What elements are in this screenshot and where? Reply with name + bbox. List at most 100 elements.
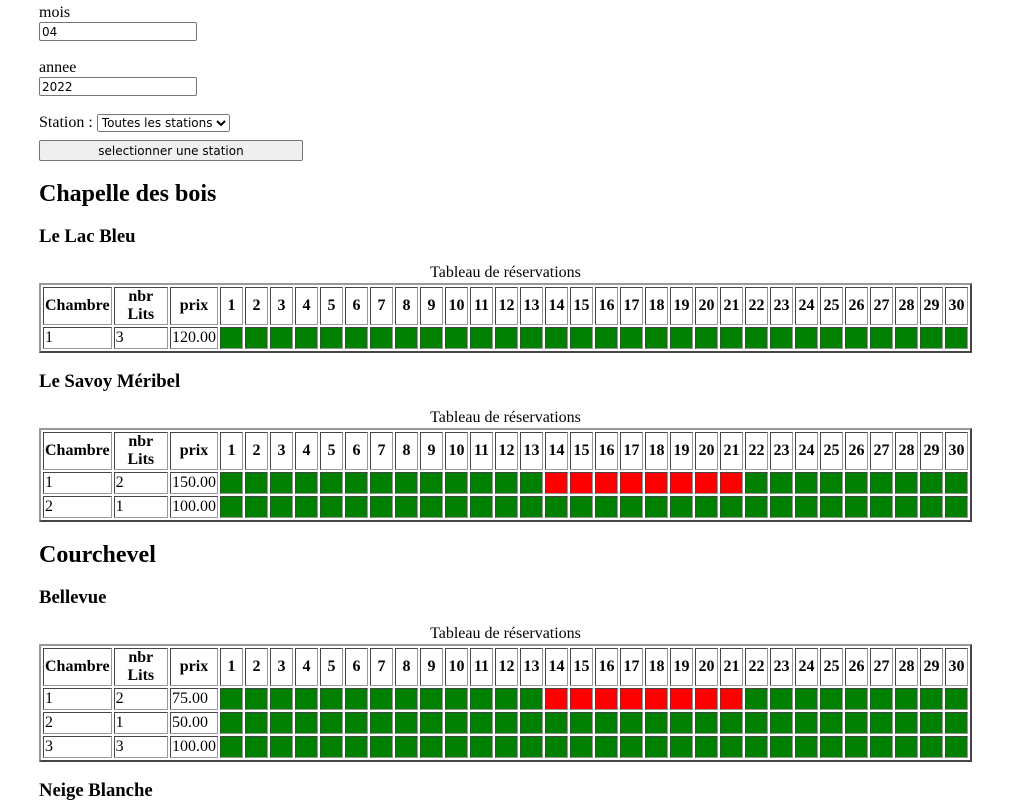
room-number: 1 [43, 472, 112, 494]
free-day [820, 712, 843, 734]
day-header: 4 [295, 432, 318, 470]
hotel-name: Neige Blanche [39, 780, 153, 801]
free-day [295, 496, 318, 518]
hotel-name: Le Lac Bleu [39, 226, 136, 247]
station-select[interactable]: Toutes les stations [96, 114, 230, 132]
day-header: 27 [870, 648, 893, 686]
free-day [295, 327, 318, 349]
day-header: 2 [245, 432, 268, 470]
day-header: 25 [820, 648, 843, 686]
free-day [820, 496, 843, 518]
table-caption: Tableau de réservations [430, 264, 581, 281]
free-day [245, 688, 268, 710]
column-header: prix [170, 287, 218, 325]
free-day [245, 496, 268, 518]
column-header: nbr Lits [113, 432, 168, 470]
column-header: prix [170, 432, 218, 470]
select-button[interactable]: selectionner une station [39, 140, 303, 161]
day-header: 30 [945, 648, 968, 686]
station-label: Station : [39, 114, 93, 131]
free-day [670, 712, 693, 734]
free-day [295, 688, 318, 710]
day-header: 9 [420, 432, 443, 470]
free-day [770, 736, 793, 758]
day-header: 24 [795, 287, 818, 325]
day-header: 11 [470, 287, 493, 325]
free-day [520, 736, 543, 758]
day-header: 11 [470, 432, 493, 470]
free-day [795, 327, 818, 349]
body: mois annee Station : Toutes les stations… [39, 4, 999, 802]
day-header: 17 [620, 287, 643, 325]
free-day [945, 327, 968, 349]
free-day [870, 688, 893, 710]
room-number: 2 [43, 496, 112, 518]
free-day [895, 327, 918, 349]
free-day [920, 472, 943, 494]
free-day [220, 472, 243, 494]
free-day [345, 496, 368, 518]
free-day [445, 327, 468, 349]
room-row: 2 1 100.00 [43, 496, 968, 518]
free-day [645, 496, 668, 518]
day-header: 23 [770, 648, 793, 686]
booked-day [545, 472, 568, 494]
free-day [445, 712, 468, 734]
free-day [320, 327, 343, 349]
room-row: 3 3 100.00 [43, 736, 968, 758]
day-header: 13 [520, 648, 543, 686]
free-day [720, 712, 743, 734]
free-day [370, 496, 393, 518]
booked-day [695, 472, 718, 494]
free-day [570, 736, 593, 758]
free-day [920, 496, 943, 518]
free-day [595, 327, 618, 349]
free-day [495, 688, 518, 710]
free-day [820, 688, 843, 710]
mois-input[interactable] [39, 22, 197, 41]
free-day [470, 688, 493, 710]
free-day [320, 736, 343, 758]
free-day [845, 472, 868, 494]
page: {"form": {"mois_label": "mois", "mois_va… [39, 4, 972, 801]
free-day [495, 496, 518, 518]
free-day [845, 496, 868, 518]
reservation-table: Tableau de réservations Chambre nbr Lits pr… [39, 409, 972, 522]
free-day [370, 712, 393, 734]
free-day [695, 712, 718, 734]
day-header: 11 [470, 648, 493, 686]
free-day [595, 736, 618, 758]
free-day [545, 736, 568, 758]
free-day [370, 736, 393, 758]
day-header: 28 [895, 648, 918, 686]
free-day [245, 327, 268, 349]
day-header: 13 [520, 432, 543, 470]
free-day [345, 472, 368, 494]
room-beds: 3 [113, 327, 168, 349]
table-body: Chambre nbr Lits prix 1 2 3 4 5 6 7 8 9 10 11 12 13 14 15… [43, 432, 968, 518]
free-day [745, 327, 768, 349]
free-day [795, 496, 818, 518]
free-day [670, 736, 693, 758]
room-number: 1 [43, 327, 112, 349]
free-day [520, 327, 543, 349]
free-day [520, 496, 543, 518]
free-day [770, 327, 793, 349]
annee-input[interactable] [39, 77, 197, 96]
day-header: 10 [445, 648, 468, 686]
free-day [945, 688, 968, 710]
day-header: 4 [295, 287, 318, 325]
booked-day [695, 688, 718, 710]
table-caption: Tableau de réservations [430, 625, 581, 642]
free-day [345, 736, 368, 758]
free-day [745, 712, 768, 734]
day-header: 19 [670, 432, 693, 470]
day-header: 18 [645, 648, 668, 686]
day-header: 15 [570, 287, 593, 325]
free-day [745, 496, 768, 518]
free-day [645, 327, 668, 349]
free-day [395, 496, 418, 518]
day-header: 14 [545, 287, 568, 325]
free-day [520, 472, 543, 494]
room-beds: 1 [113, 712, 168, 734]
